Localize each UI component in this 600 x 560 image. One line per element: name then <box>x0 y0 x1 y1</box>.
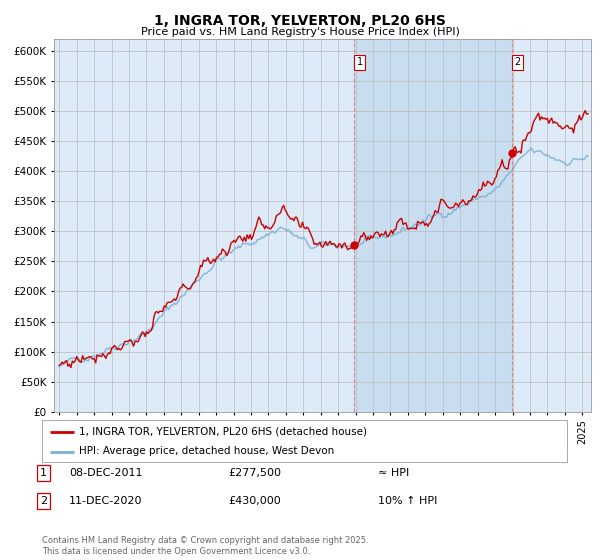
Text: 1, INGRA TOR, YELVERTON, PL20 6HS: 1, INGRA TOR, YELVERTON, PL20 6HS <box>154 14 446 28</box>
Text: HPI: Average price, detached house, West Devon: HPI: Average price, detached house, West… <box>79 446 334 456</box>
Text: £277,500: £277,500 <box>228 468 281 478</box>
Text: ≈ HPI: ≈ HPI <box>378 468 409 478</box>
Text: 1: 1 <box>40 468 47 478</box>
Text: 11-DEC-2020: 11-DEC-2020 <box>69 496 143 506</box>
Text: 10% ↑ HPI: 10% ↑ HPI <box>378 496 437 506</box>
Text: 08-DEC-2011: 08-DEC-2011 <box>69 468 143 478</box>
Text: Price paid vs. HM Land Registry's House Price Index (HPI): Price paid vs. HM Land Registry's House … <box>140 27 460 37</box>
Text: 2: 2 <box>40 496 47 506</box>
Text: Contains HM Land Registry data © Crown copyright and database right 2025.
This d: Contains HM Land Registry data © Crown c… <box>42 536 368 556</box>
Text: 2: 2 <box>514 57 521 67</box>
Text: 1, INGRA TOR, YELVERTON, PL20 6HS (detached house): 1, INGRA TOR, YELVERTON, PL20 6HS (detac… <box>79 427 367 437</box>
Bar <box>354 39 512 412</box>
Text: £430,000: £430,000 <box>228 496 281 506</box>
Text: 1: 1 <box>357 57 363 67</box>
